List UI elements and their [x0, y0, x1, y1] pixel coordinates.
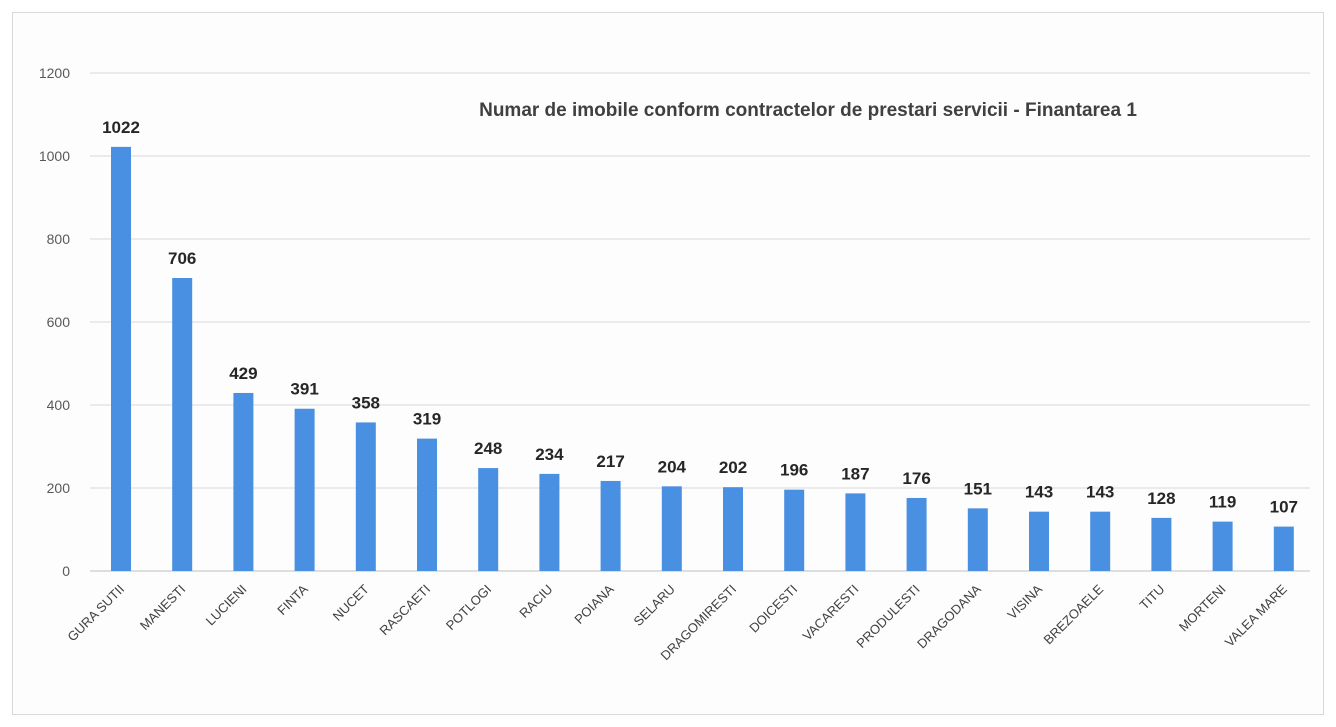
x-tick-label: POIANA: [571, 581, 617, 627]
y-tick-label: 1000: [39, 148, 70, 164]
data-label: 196: [780, 461, 808, 480]
data-label: 119: [1209, 493, 1236, 512]
data-label: 128: [1147, 489, 1175, 508]
x-tick-label: MANESTI: [137, 582, 188, 633]
bar: [723, 487, 743, 571]
data-label: 319: [413, 410, 441, 429]
x-tick-label: POTLOGI: [443, 582, 494, 633]
data-label: 151: [964, 479, 992, 498]
bar: [1273, 526, 1294, 571]
data-label: 234: [535, 445, 564, 464]
bar: [111, 146, 131, 571]
x-tick-label: RASCAETI: [377, 582, 434, 639]
x-tick-label: MORTENI: [1176, 582, 1229, 635]
x-tick-label: GURA SUTII: [64, 582, 127, 645]
data-label: 358: [352, 393, 380, 412]
chart-title: Numar de imobile conform contractelor de…: [479, 100, 1137, 121]
bar: [1029, 511, 1049, 571]
bar: [600, 480, 621, 571]
data-label: 187: [841, 464, 869, 483]
x-axis-ticks: GURA SUTII MANESTI LUCIENI FINTA NUCET RASCAE…: [64, 581, 1290, 663]
x-tick-label: PRODULESTI: [853, 582, 922, 651]
bar: [1212, 521, 1233, 571]
y-tick-label: 600: [47, 314, 71, 330]
data-label: 107: [1270, 498, 1298, 517]
data-label: 391: [290, 380, 318, 399]
bar: [417, 438, 437, 571]
bar: [294, 408, 315, 571]
y-tick-label: 0: [62, 563, 70, 579]
data-label: 204: [658, 457, 687, 476]
bar: [1151, 517, 1172, 571]
bar: [478, 468, 499, 571]
x-tick-label: VACARESTI: [799, 582, 861, 644]
data-label: 248: [474, 439, 502, 458]
bar: [355, 422, 376, 571]
x-tick-label: BREZOAELE: [1041, 581, 1107, 647]
bar: [172, 278, 193, 571]
x-tick-label: RACIU: [516, 582, 555, 621]
bar: [661, 486, 682, 571]
data-label: 429: [229, 364, 257, 383]
bar: [967, 508, 988, 571]
x-tick-label: VALEA MARE: [1222, 581, 1290, 649]
data-label: 1022: [102, 118, 140, 137]
x-tick-label: DRAGODANA: [914, 581, 984, 651]
bar: [845, 493, 866, 571]
y-tick-label: 400: [47, 397, 71, 413]
bar: [906, 497, 927, 571]
data-label: 706: [168, 249, 196, 268]
y-tick-label: 1200: [39, 65, 70, 81]
bar: [233, 392, 254, 571]
data-label: 217: [596, 452, 624, 471]
bar: [1090, 511, 1111, 571]
y-axis-ticks: 0 200 400 600 800 1000 1200: [39, 65, 70, 579]
data-label: 176: [902, 469, 930, 488]
data-labels: 1022 706 429 391 358 319 248 234 217 204 202 196 187…: [102, 118, 1298, 517]
x-tick-label: DOICESTI: [746, 582, 800, 636]
x-tick-label: LUCIENI: [203, 582, 250, 629]
data-label: 143: [1025, 483, 1053, 502]
x-tick-label: NUCET: [330, 581, 372, 623]
bar: [784, 489, 805, 571]
data-label: 143: [1086, 483, 1114, 502]
y-tick-label: 200: [47, 480, 71, 496]
y-tick-label: 800: [47, 231, 71, 247]
x-tick-label: VISINA: [1004, 581, 1045, 622]
gridlines: [90, 72, 1310, 489]
x-tick-label: FINTA: [274, 581, 311, 618]
bars: [111, 146, 1294, 571]
x-tick-label: TITU: [1136, 582, 1167, 613]
chart-area: [12, 12, 1324, 715]
data-label: 202: [719, 458, 747, 477]
x-tick-label: SELARU: [631, 582, 678, 629]
bar: [539, 473, 560, 571]
